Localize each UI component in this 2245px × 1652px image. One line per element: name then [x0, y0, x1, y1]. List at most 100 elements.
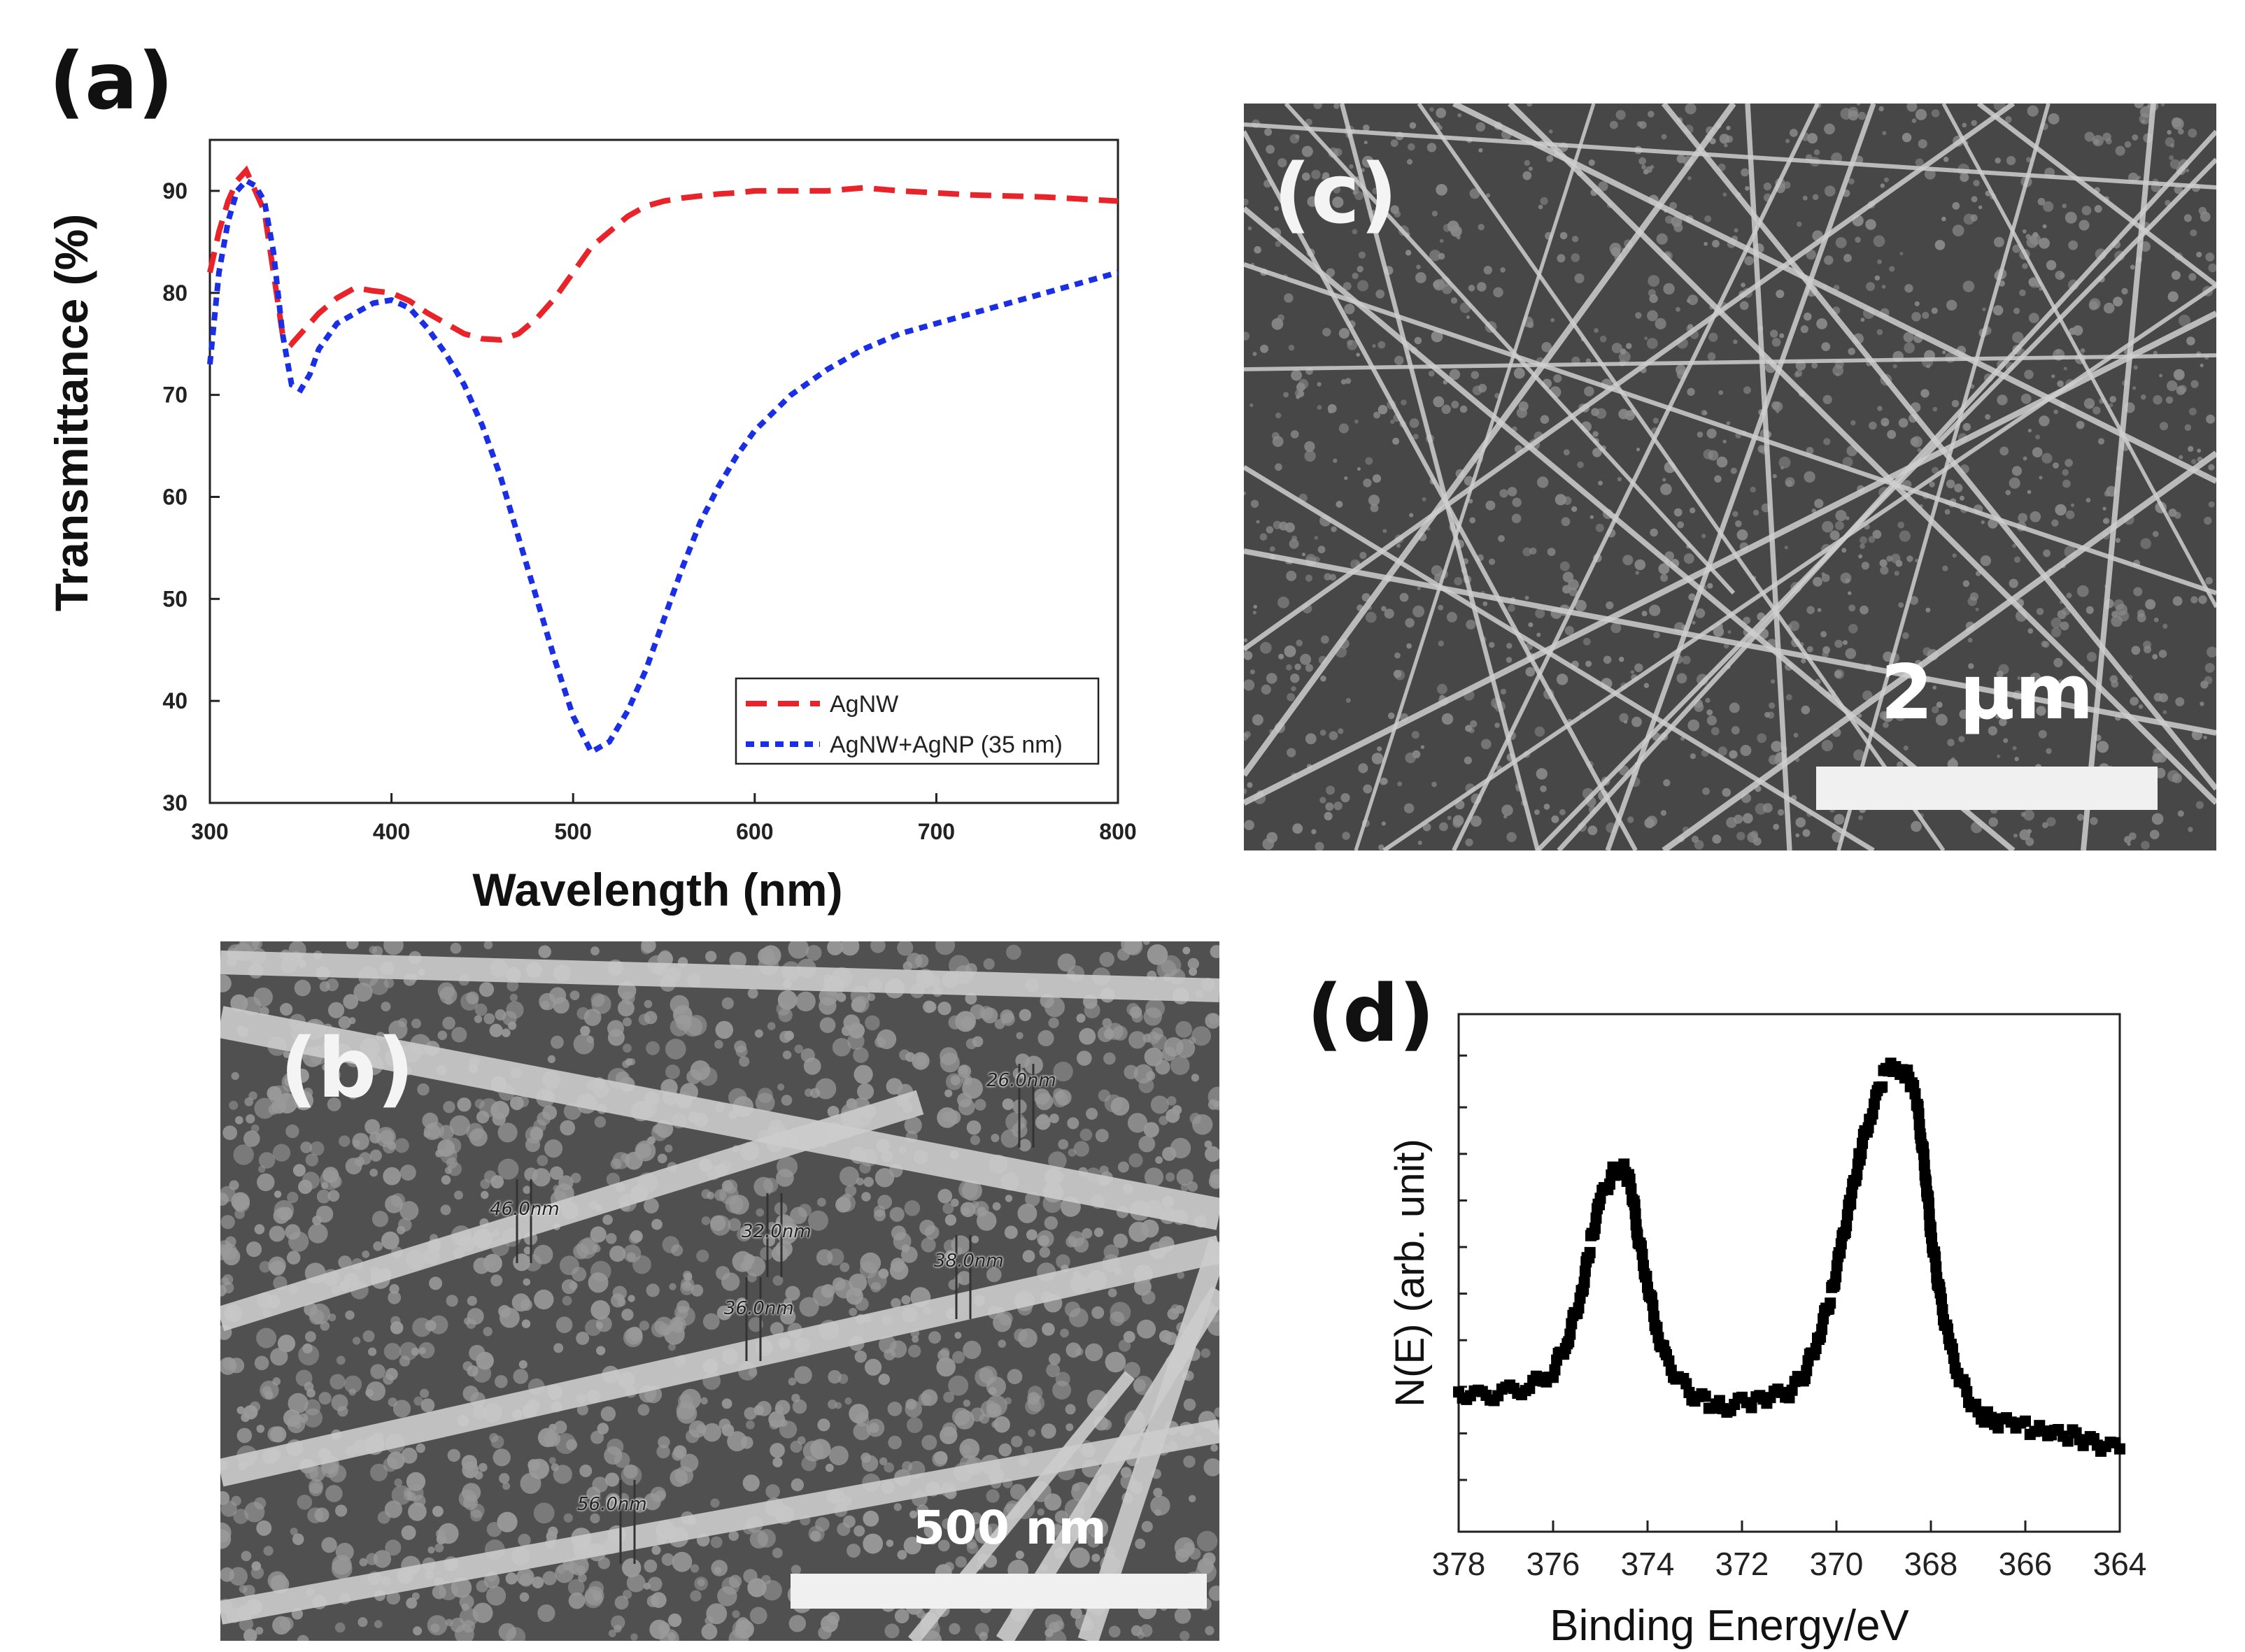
- nanoparticle: [626, 1252, 636, 1262]
- nanoparticle: [1522, 171, 1532, 180]
- nanoparticle: [1813, 576, 1822, 587]
- nanoparticle: [966, 1539, 977, 1549]
- nanoparticle: [1261, 684, 1271, 695]
- nanoparticle: [2078, 220, 2090, 231]
- nanoparticle: [1356, 353, 1360, 357]
- nanoparticle: [2155, 767, 2166, 778]
- nanoparticle: [1284, 293, 1294, 303]
- nanoparticle: [1685, 104, 1697, 115]
- data-point: [1625, 1183, 1637, 1195]
- nanoparticle: [1889, 266, 1895, 272]
- nanoparticle: [1408, 143, 1415, 151]
- nanoparticle: [2158, 650, 2167, 658]
- nanoparticle: [815, 1078, 837, 1099]
- nanoparticle: [1868, 536, 1876, 543]
- nanoparticle: [1394, 355, 1404, 365]
- x-tick-label: 376: [1527, 1546, 1580, 1582]
- nanoparticle: [1409, 513, 1414, 518]
- nanoparticle: [1358, 763, 1368, 774]
- chart-d-xlabel: Binding Energy/eV: [1550, 1602, 1909, 1650]
- nanoparticle: [445, 1137, 462, 1154]
- nanoparticle: [605, 1233, 617, 1244]
- nanoparticle: [2176, 385, 2186, 395]
- nanoparticle: [1857, 111, 1867, 120]
- nanoparticle: [513, 1253, 531, 1272]
- nanoparticle: [2088, 404, 2092, 408]
- nanoparticle: [1822, 520, 1834, 533]
- nanoparticle: [524, 1167, 538, 1181]
- nanoparticle: [1110, 1311, 1125, 1327]
- nanoparticle: [2065, 211, 2077, 224]
- nanoparticle: [1331, 526, 1337, 532]
- nanoparticle: [950, 1198, 959, 1207]
- nanoparticle: [2046, 748, 2052, 755]
- nanoparticle: [1942, 350, 1946, 355]
- nanoparticle: [1735, 520, 1742, 527]
- nanoparticle: [865, 1015, 880, 1031]
- nanoparticle: [1296, 639, 1303, 647]
- nanoparticle: [474, 1015, 483, 1023]
- nanoparticle: [779, 1420, 798, 1439]
- nanoparticle: [728, 1218, 742, 1232]
- data-point: [1549, 1364, 1561, 1376]
- nanoparticle: [2174, 185, 2183, 194]
- nanoparticle: [1762, 803, 1773, 813]
- nanoparticle: [954, 1332, 962, 1339]
- nanoparticle: [736, 1617, 750, 1631]
- nanoparticle: [502, 1482, 511, 1490]
- nanoparticle: [576, 1238, 597, 1259]
- nanoparticle: [2186, 336, 2195, 346]
- nanowire: [1244, 262, 2216, 596]
- nanoparticle: [1884, 177, 1889, 183]
- nanoparticle: [383, 941, 404, 955]
- data-point: [1629, 1208, 1641, 1220]
- nanoparticle: [680, 1277, 695, 1292]
- nanoparticle: [1054, 1510, 1068, 1524]
- nanoparticle: [285, 1224, 301, 1240]
- nanoparticle: [2200, 363, 2204, 368]
- nanoparticle: [1726, 125, 1731, 131]
- data-point: [1830, 1271, 1842, 1283]
- nanoparticle: [359, 1558, 368, 1567]
- nanoparticle: [305, 1331, 316, 1343]
- nanoparticle: [1449, 369, 1461, 380]
- nanoparticle: [1988, 726, 1997, 736]
- nanoparticle: [1536, 632, 1541, 637]
- nanoparticle: [1054, 1620, 1065, 1631]
- nanoparticle: [849, 1274, 867, 1293]
- nanoparticle: [397, 1225, 406, 1234]
- nanoparticle: [951, 1407, 970, 1426]
- nanoparticle: [1922, 647, 1932, 656]
- nanoparticle: [1641, 611, 1648, 617]
- nanoparticle: [2188, 827, 2193, 832]
- nanoparticle: [2048, 113, 2060, 124]
- nanoparticle: [1026, 1229, 1037, 1241]
- nanoparticle: [635, 1140, 656, 1162]
- nanoparticle: [256, 1425, 265, 1433]
- nanoparticle: [297, 1635, 309, 1641]
- nanoparticle: [1553, 374, 1562, 383]
- nanoparticle: [1739, 301, 1749, 311]
- nanoparticle: [742, 1474, 760, 1492]
- nanoparticle: [263, 1546, 274, 1556]
- nanoparticle: [962, 1444, 972, 1454]
- nanoparticle: [740, 1436, 753, 1449]
- nanoparticle: [2167, 380, 2178, 392]
- nanoparticle: [1973, 180, 1980, 187]
- nanoparticle: [321, 1182, 329, 1190]
- nanoparticle: [690, 1590, 702, 1602]
- nanoparticle: [1311, 829, 1317, 834]
- nanoparticle: [1286, 664, 1292, 671]
- nanoparticle: [1617, 477, 1622, 482]
- nanoparticle: [1073, 1237, 1089, 1253]
- nanoparticle: [390, 1316, 401, 1326]
- data-point: [1579, 1265, 1591, 1277]
- nanoparticle: [1288, 344, 1295, 351]
- nanoparticle: [1676, 364, 1686, 375]
- nanoparticle: [338, 1016, 351, 1030]
- nanoparticle: [1911, 118, 1917, 123]
- nanoparticle: [1645, 166, 1652, 173]
- nanoparticle: [2062, 204, 2067, 208]
- nanoparticle: [1881, 285, 1886, 289]
- nanoparticle: [1557, 254, 1566, 263]
